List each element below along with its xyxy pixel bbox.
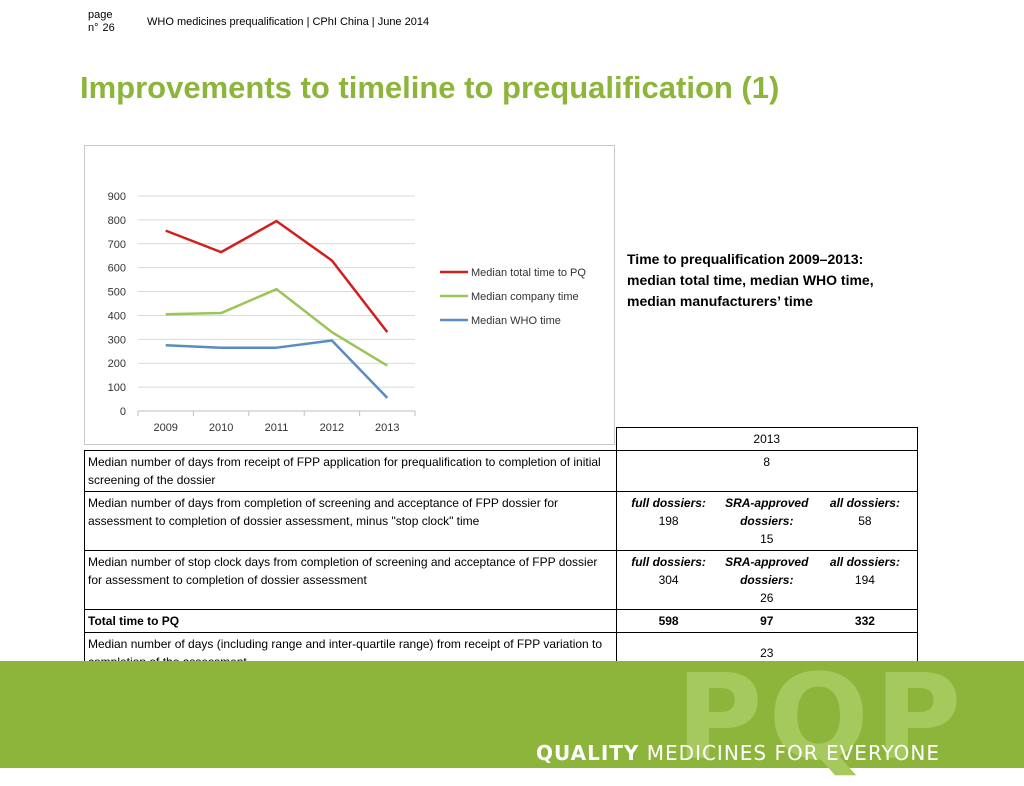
full-dossiers-value: 198 <box>658 514 679 528</box>
chart-caption: Time to prequalification 2009–2013: medi… <box>627 251 874 309</box>
header-text: WHO medicines prequalification | CPhI Ch… <box>147 16 430 28</box>
series-line <box>165 339 389 399</box>
series-line <box>165 287 388 367</box>
slide-title: Improvements to timeline to prequalifica… <box>80 70 780 105</box>
row-value: 8 <box>615 450 918 492</box>
chart-container: 0 100 200 300 400 500 600 700 800 900 2009 2010 2011… <box>84 145 615 445</box>
total-label: Total time to PQ <box>84 609 617 633</box>
y-tick-label: 900 <box>108 191 126 203</box>
year-header: 2013 <box>615 427 918 451</box>
y-tick-label: 500 <box>108 287 126 299</box>
all-dossiers-label: all dossiers: <box>829 496 900 510</box>
y-tick-label: 700 <box>108 239 126 251</box>
y-tick-label: 800 <box>108 215 126 227</box>
all-dossiers-value: 194 <box>854 573 875 587</box>
all-dossiers-value: 58 <box>858 514 872 528</box>
y-tick-label: 100 <box>108 382 126 394</box>
y-tick-label: 200 <box>108 358 126 370</box>
table-row: 2013 <box>84 427 918 451</box>
series-line <box>165 219 389 333</box>
row-desc: Median number of days from completion of… <box>84 491 617 551</box>
total-values: 598 97 332 <box>615 609 918 633</box>
sra-dossiers-label: SRA-approved dossiers: <box>725 555 809 587</box>
full-dossiers-label: full dossiers: <box>631 496 706 510</box>
table-empty-cell <box>84 427 617 451</box>
row-values: full dossiers: 304 SRA-approved dossiers:… <box>615 550 918 610</box>
sra-dossiers-value: 26 <box>760 591 774 605</box>
all-dossiers-cell: all dossiers: 58 <box>816 494 914 548</box>
page-label: page <box>88 9 113 21</box>
sra-dossiers-label: SRA-approved dossiers: <box>725 496 809 528</box>
full-dossiers-cell: full dossiers: 304 <box>620 553 718 607</box>
n-label: n° <box>88 22 99 34</box>
page-number-row: n° 26 <box>88 22 128 35</box>
table-row-total: Total time to PQ 598 97 332 <box>84 609 918 633</box>
sra-dossiers-cell: SRA-approved dossiers: 26 <box>718 553 816 607</box>
y-tick-label: 0 <box>120 406 126 418</box>
all-dossiers-label: all dossiers: <box>829 555 900 569</box>
row-desc: Median number of days from receipt of FP… <box>84 450 617 492</box>
table-row: Median number of days from completion of… <box>84 491 918 551</box>
y-tick-label: 600 <box>108 263 126 275</box>
legend-label: Median total time to PQ <box>471 267 586 279</box>
row-values: full dossiers: 198 SRA-approved dossiers:… <box>615 491 918 551</box>
tagline-bold: QUALITY <box>536 741 640 765</box>
pqp-logo: PQP <box>676 648 968 786</box>
y-tick-label: 300 <box>108 334 126 346</box>
total-full: 598 <box>658 614 679 628</box>
table-row: Median number of days from receipt of FP… <box>84 450 918 492</box>
tagline-rest: MEDICINES FOR EVERYONE <box>639 741 941 765</box>
full-dossiers-label: full dossiers: <box>631 555 706 569</box>
full-dossiers-cell: full dossiers: 198 <box>620 494 718 548</box>
footer-tagline: QUALITY MEDICINES FOR EVERYONE <box>536 741 940 765</box>
legend-label: Median WHO time <box>471 315 561 327</box>
total-sra: 97 <box>760 614 774 628</box>
sra-dossiers-value: 15 <box>760 532 774 546</box>
data-table: 2013 Median number of days from receipt … <box>84 427 918 674</box>
total-all: 332 <box>854 614 875 628</box>
legend-label: Median company time <box>471 291 579 303</box>
page-number-value: 26 <box>102 22 115 34</box>
footer-band <box>0 661 1024 768</box>
all-dossiers-cell: all dossiers: 194 <box>816 553 914 607</box>
full-dossiers-value: 304 <box>658 573 679 587</box>
y-tick-label: 400 <box>108 310 126 322</box>
table-row: Median number of stop clock days from co… <box>84 550 918 610</box>
page-number: page n° 26 <box>88 9 128 35</box>
sra-dossiers-cell: SRA-approved dossiers: 15 <box>718 494 816 548</box>
row-desc: Median number of stop clock days from co… <box>84 550 617 610</box>
